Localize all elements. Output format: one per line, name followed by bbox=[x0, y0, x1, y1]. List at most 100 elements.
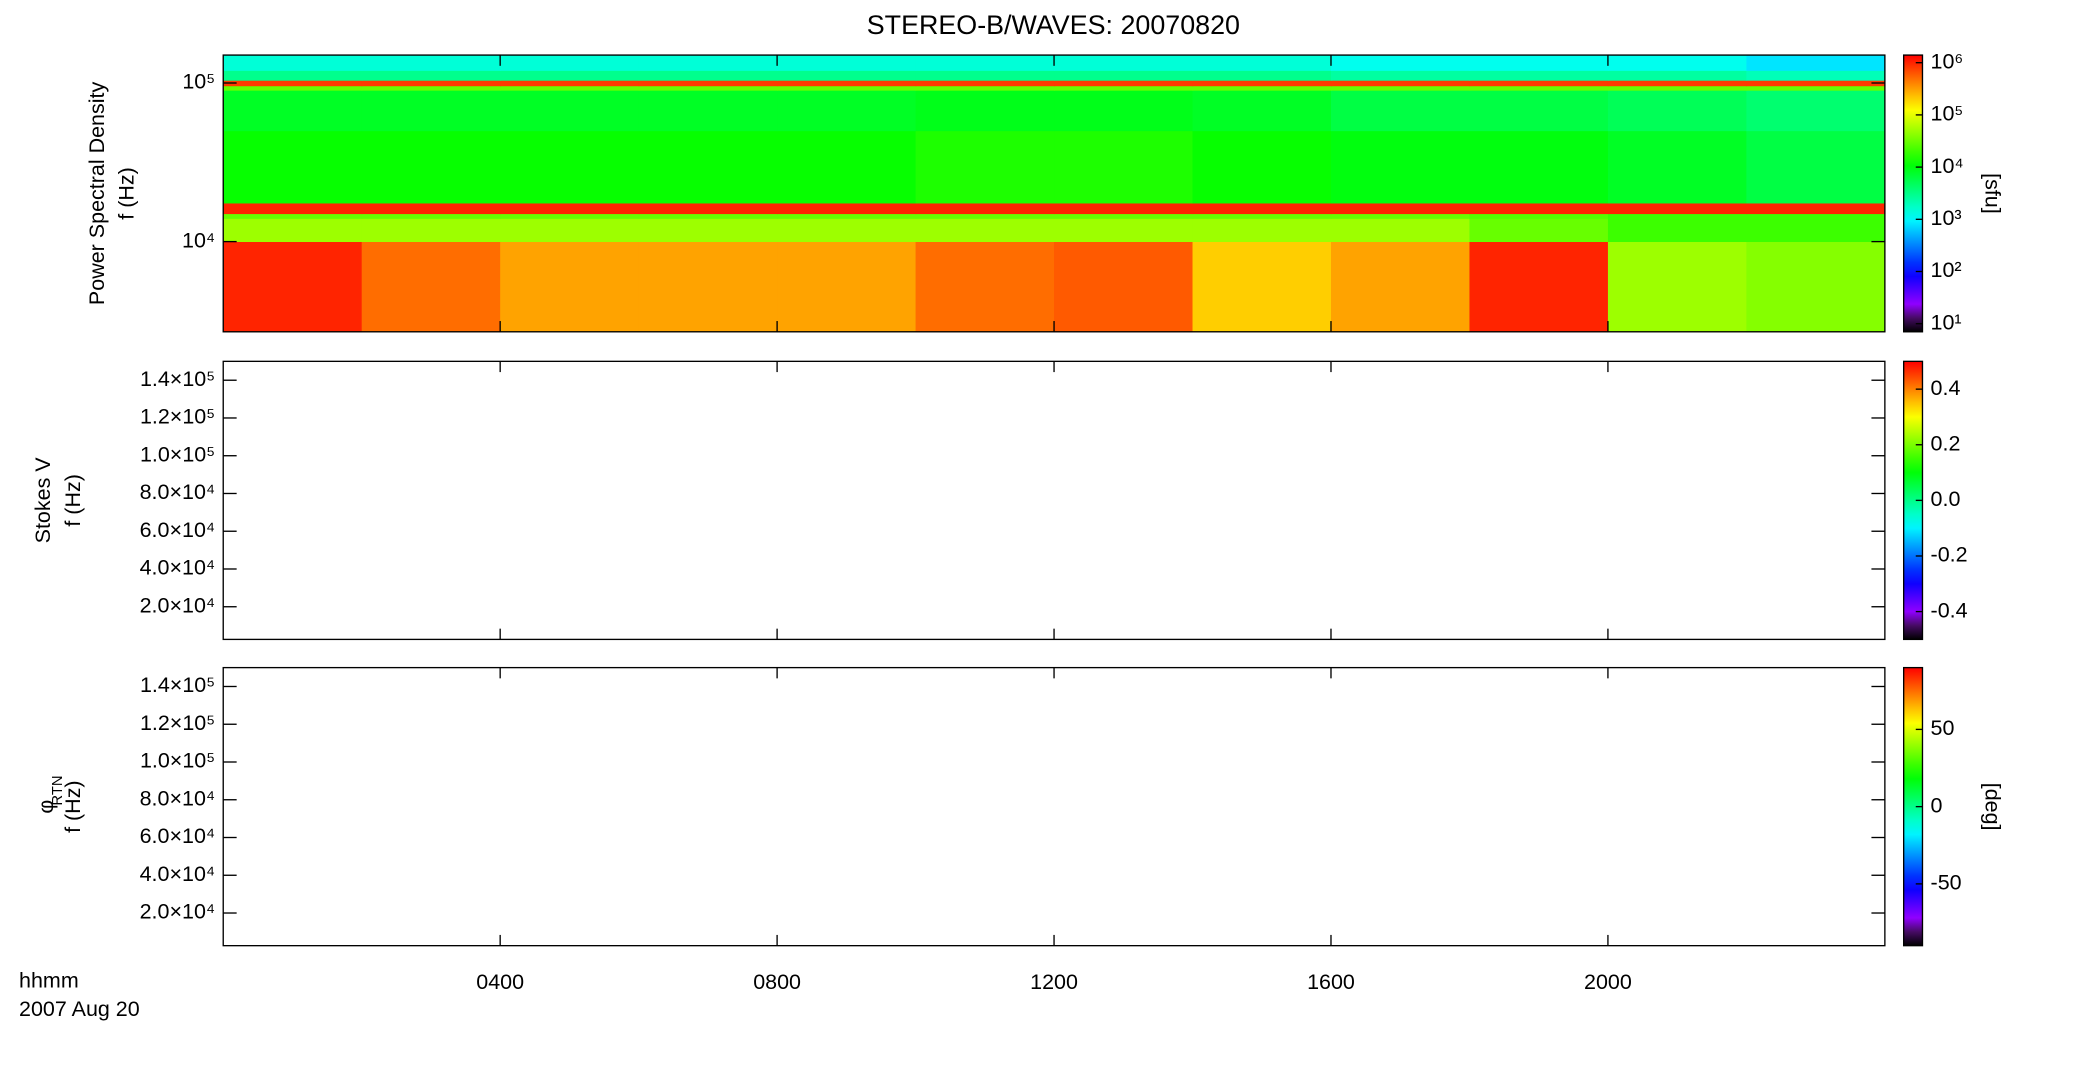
heatmap-cell bbox=[1469, 203, 1609, 215]
heatmap-cell bbox=[777, 203, 917, 215]
heatmap-cell bbox=[1192, 90, 1332, 132]
heatmap-cell bbox=[361, 218, 501, 243]
heatmap-cell bbox=[915, 241, 1055, 333]
heatmap-cell bbox=[1746, 70, 1886, 81]
colorbar-tick-label: 50 bbox=[1931, 716, 1955, 740]
heatmap-cell bbox=[1746, 213, 1886, 219]
heatmap-cell bbox=[500, 218, 640, 243]
colorbar-tick-label: 10⁵ bbox=[1931, 102, 1964, 126]
colorbar-tick-label: -50 bbox=[1931, 871, 1962, 895]
heatmap-cell bbox=[1330, 203, 1471, 215]
heatmap-cell bbox=[223, 80, 363, 87]
colorbar-tick-label: 0.0 bbox=[1931, 487, 1961, 511]
heatmap-cell bbox=[915, 85, 1055, 91]
heatmap-cell bbox=[638, 130, 778, 204]
heatmap-cell bbox=[1469, 218, 1609, 243]
heatmap-cell bbox=[915, 90, 1055, 132]
heatmap-cell bbox=[1192, 85, 1332, 91]
heatmap-cell bbox=[223, 55, 363, 71]
heatmap-cell bbox=[1192, 203, 1332, 215]
heatmap-cell bbox=[915, 80, 1055, 87]
y-tick-label: 6.0×10⁴ bbox=[140, 824, 216, 848]
heatmap-cell bbox=[500, 90, 640, 132]
heatmap-cell bbox=[638, 80, 778, 87]
date-label: 2007 Aug 20 bbox=[19, 997, 140, 1021]
chart-title: STEREO-B/WAVES: 20070820 bbox=[867, 10, 1240, 40]
heatmap-cell bbox=[777, 55, 917, 71]
heatmap-cell bbox=[500, 85, 640, 91]
colorbar-tick-label: 10⁶ bbox=[1931, 49, 1964, 73]
heatmap-cell bbox=[915, 130, 1055, 204]
heatmap-cell bbox=[1607, 90, 1748, 132]
y-axis-label: Stokes V bbox=[31, 457, 55, 544]
heatmap-cell bbox=[638, 55, 778, 71]
heatmap-cell bbox=[1607, 70, 1748, 81]
heatmap-cell bbox=[1607, 85, 1748, 91]
heatmap-cell bbox=[1746, 90, 1886, 132]
heatmap-cell bbox=[1469, 213, 1609, 219]
x-axis-label: hhmm bbox=[19, 969, 79, 993]
colorbar-tick-label: 0.2 bbox=[1931, 431, 1961, 455]
heatmap-cell bbox=[638, 90, 778, 132]
heatmap-cell bbox=[1330, 55, 1471, 71]
y-tick-label: 8.0×10⁴ bbox=[140, 786, 216, 810]
heatmap-cell bbox=[1054, 80, 1194, 87]
heatmap-cell bbox=[1746, 241, 1886, 333]
heatmap-cell bbox=[638, 218, 778, 243]
x-tick-label: 1200 bbox=[1030, 970, 1078, 994]
heatmap-cell bbox=[1746, 85, 1886, 91]
heatmap-cell bbox=[1330, 218, 1471, 243]
heatmap-cell bbox=[1192, 130, 1332, 204]
heatmap-cell bbox=[223, 70, 363, 81]
heatmap-cell bbox=[223, 203, 363, 215]
y-tick-label: 10⁵ bbox=[182, 70, 215, 94]
heatmap-cell bbox=[638, 70, 778, 81]
y-tick-label: 4.0×10⁴ bbox=[140, 556, 216, 580]
heatmap-cell bbox=[223, 130, 363, 204]
heatmap-cell bbox=[1054, 218, 1194, 243]
x-tick-label: 0800 bbox=[753, 970, 801, 994]
heatmap-cell bbox=[1192, 70, 1332, 81]
heatmap-cell bbox=[1192, 55, 1332, 71]
heatmap-cell bbox=[915, 218, 1055, 243]
heatmap-cell bbox=[361, 213, 501, 219]
heatmap-cell bbox=[777, 218, 917, 243]
heatmap-cell bbox=[1054, 90, 1194, 132]
colorbar-tick-label: 0 bbox=[1931, 793, 1943, 817]
y-tick-label: 2.0×10⁴ bbox=[140, 593, 216, 617]
heatmap-cell bbox=[361, 203, 501, 215]
x-tick-label: 1600 bbox=[1307, 970, 1355, 994]
heatmap-cell bbox=[1469, 90, 1609, 132]
y-tick-label: 1.4×10⁵ bbox=[140, 673, 215, 697]
heatmap-cell bbox=[361, 241, 501, 333]
y-axis-label: Power Spectral Density bbox=[85, 82, 109, 306]
heatmap-cell bbox=[1054, 70, 1194, 81]
heatmap-cell bbox=[500, 130, 640, 204]
heatmap-cell bbox=[1054, 213, 1194, 219]
y-axis-label: φ bbox=[34, 800, 58, 814]
heatmap-cell bbox=[500, 70, 640, 81]
heatmap-cell bbox=[1469, 241, 1609, 333]
heatmap-cell bbox=[1469, 85, 1609, 91]
heatmap-cell bbox=[1746, 203, 1886, 215]
heatmap-cell bbox=[1330, 70, 1471, 81]
colorbar bbox=[1903, 54, 1924, 333]
y-tick-label: 1.2×10⁵ bbox=[140, 405, 215, 429]
colorbar-tick-label: 10² bbox=[1931, 258, 1962, 282]
heatmap-cell bbox=[777, 213, 917, 219]
heatmap-cell bbox=[777, 80, 917, 87]
heatmap-cell bbox=[1746, 55, 1886, 71]
heatmap-cell bbox=[1607, 203, 1748, 215]
heatmap-cell bbox=[1469, 70, 1609, 81]
y-axis-label: f (Hz) bbox=[61, 474, 85, 527]
heatmap-cell bbox=[915, 70, 1055, 81]
heatmap-cell bbox=[361, 85, 501, 91]
heatmap-cell bbox=[1607, 218, 1748, 243]
heatmap-cell bbox=[500, 80, 640, 87]
heatmap-cell bbox=[1192, 80, 1332, 87]
y-axis-label-subscript: RTN bbox=[50, 775, 66, 805]
heatmap-cell bbox=[1607, 213, 1748, 219]
heatmap-cell bbox=[361, 55, 501, 71]
heatmap-cell bbox=[638, 213, 778, 219]
heatmap-cell bbox=[223, 218, 363, 243]
